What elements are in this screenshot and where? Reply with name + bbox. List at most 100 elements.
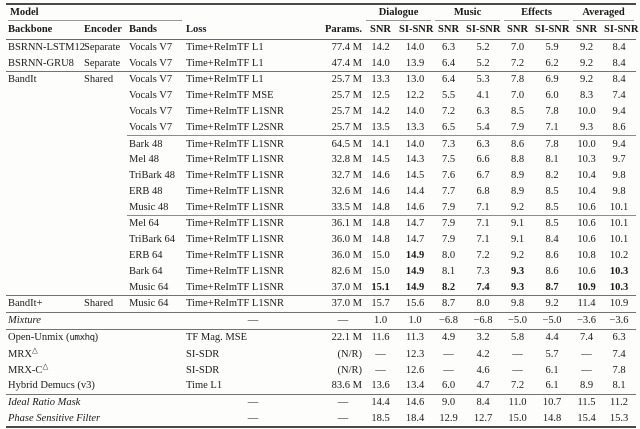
cell-backbone — [6, 263, 82, 279]
cell-params: 22.1 M — [322, 328, 365, 347]
cell-averaged-snr: 10.6 — [577, 201, 596, 213]
cell-effects-sisnr: 8.5 — [533, 215, 572, 232]
cell-averaged-sisnr: 8.6 — [612, 121, 626, 133]
cell-music-snr: 7.9 — [441, 201, 456, 213]
cell-averaged-sisnr: 7.4 — [612, 348, 626, 360]
cell-backbone — [6, 119, 82, 135]
cell-bands: Vocals V7 — [129, 106, 173, 118]
cell-bands: Vocals V7 — [127, 71, 185, 88]
cell-encoder — [82, 263, 127, 279]
cell-encoder — [82, 168, 127, 184]
results-table: Model Dialogue Music Effects Averaged Ba… — [6, 3, 638, 429]
cell-dialogue-snr: — — [375, 348, 386, 360]
col-header-effects-snr: SNR — [502, 21, 534, 40]
cell-music-sisnr: 4.6 — [476, 364, 490, 376]
cell-dialogue-sisnr: 14.6 — [397, 393, 434, 411]
cell-bands: Bark 64 — [129, 265, 163, 277]
cell-averaged-snr: — — [581, 348, 592, 360]
cell-dialogue-snr: 14.8 — [364, 215, 398, 232]
music-group-label: Music — [435, 6, 501, 21]
cell-music-sisnr: −6.8 — [464, 311, 503, 330]
cell-music-sisnr: 7.1 — [476, 234, 490, 246]
table-body: BSRNN-LSTM12 Separate Vocals V7 Time+ReImTF… — [6, 39, 637, 427]
table-row: TriBark 48 Time+ReImTF L1SNR 32.7 M 14.6 14.… — [6, 168, 636, 184]
cell-averaged-sisnr: 9.8 — [612, 185, 626, 197]
cell-dialogue-snr: 11.6 — [364, 328, 398, 347]
col-header-bands: Bands — [127, 21, 185, 40]
cell-dialogue-sisnr: 13.0 — [397, 71, 434, 88]
table-row: Vocals V7 Time+ReImTF L2SNR 25.7 M 13.5 13.3… — [6, 119, 636, 135]
cell-params: — — [322, 393, 365, 411]
table-row: BSRNN-GRU8 Separate Vocals V7 Time+ReImTF L… — [6, 55, 636, 71]
cell-params: 47.4 M — [331, 57, 363, 69]
cell-dialogue-sisnr: 14.7 — [397, 215, 434, 232]
model-group-header: Model — [6, 4, 184, 21]
table-row: BandIt+ Shared Music 64 Time+ReImTF L1SNR 37… — [6, 295, 637, 313]
cell-dialogue-snr: 15.0 — [371, 250, 390, 262]
cell-bands: Music 64 — [129, 281, 169, 293]
cell-loss: TF Mag. MSE — [184, 328, 323, 347]
cell-encoder — [82, 248, 127, 264]
cell-encoder — [82, 279, 127, 295]
cell-params: — — [322, 311, 365, 330]
cell-averaged-sisnr: 7.8 — [612, 364, 626, 376]
cell-music-sisnr: 4.1 — [476, 90, 490, 102]
col-header-dialogue-snr: SNR — [364, 21, 398, 40]
cell-averaged-snr: 10.4 — [577, 170, 596, 182]
cell-averaged-sisnr: 11.2 — [602, 393, 637, 411]
cell-music-sisnr: 6.3 — [464, 135, 503, 152]
cell-backbone: BandIt — [6, 71, 82, 88]
cell-dialogue-snr: 14.6 — [371, 170, 390, 182]
cell-music-sisnr: 6.6 — [476, 154, 490, 166]
table-row: Vocals V7 Time+ReImTF L1SNR 25.7 M 14.2 14.0… — [6, 104, 636, 120]
cell-encoder: Separate — [84, 41, 121, 53]
cell-backbone: Phase Sensitive Filter — [8, 412, 101, 424]
cell-params: 64.5 M — [322, 135, 365, 152]
cell-dialogue-sisnr: 14.7 — [405, 234, 425, 246]
cell-music-snr: — — [443, 364, 454, 376]
cell-backbone: Mixture — [6, 311, 82, 330]
cell-averaged-sisnr: 15.3 — [609, 412, 629, 424]
cell-backbone — [6, 248, 82, 264]
cell-bands: Music 64 — [127, 295, 185, 313]
cell-averaged-snr: 8.3 — [579, 90, 594, 102]
cell-params: 36.0 M — [331, 234, 363, 246]
cell-encoder: Shared — [82, 295, 127, 313]
table-row: Music 48 Time+ReImTF L1SNR 33.5 M 14.8 14.6 7… — [6, 199, 636, 215]
cell-effects-sisnr: 7.8 — [545, 106, 559, 118]
cell-params: 25.7 M — [331, 90, 363, 102]
cell-music-sisnr: 7.4 — [476, 281, 490, 293]
cell-dialogue-sisnr: 14.0 — [405, 41, 425, 53]
table-row: Bark 64 Time+ReImTF L1SNR 82.6 M 15.0 14.9 8.… — [6, 263, 636, 279]
cell-averaged-sisnr: 9.4 — [612, 106, 626, 118]
table-row: BandIt Shared Vocals V7 Time+ReImTF L1 25.7 … — [6, 71, 637, 88]
cell-params: 36.0 M — [331, 250, 363, 262]
cell-bands: Bark 48 — [127, 135, 185, 152]
cell-effects-snr: 11.0 — [502, 393, 534, 411]
col-header-loss: Loss — [184, 21, 323, 40]
effects-group-label: Effects — [504, 6, 570, 21]
col-header-music-sisnr: SI-SNR — [464, 21, 503, 40]
cell-params: 82.6 M — [331, 265, 363, 277]
cell-averaged-sisnr: 8.4 — [612, 57, 626, 69]
cell-loss: Time+ReImTF L1SNR — [184, 135, 323, 152]
cell-params: 37.0 M — [322, 295, 365, 313]
cell-averaged-sisnr: 8.1 — [612, 380, 626, 392]
col-header-params: Params. — [322, 21, 365, 40]
cell-music-snr: 7.3 — [433, 135, 465, 152]
cell-effects-sisnr: 14.8 — [542, 412, 562, 424]
cell-loss: Time+ReImTF L2SNR — [186, 121, 285, 133]
dialogue-group-label: Dialogue — [366, 6, 432, 21]
cell-dialogue-snr: 1.0 — [364, 311, 398, 330]
cell-dialogue-snr: 14.1 — [364, 135, 398, 152]
cell-encoder — [82, 88, 127, 104]
cell-dialogue-snr: 14.6 — [371, 185, 390, 197]
cell-music-snr: 6.5 — [441, 121, 456, 133]
cell-effects-sisnr: 7.1 — [545, 121, 559, 133]
cell-dialogue-snr: 15.0 — [371, 265, 390, 277]
col-header-backbone: Backbone — [6, 21, 82, 40]
cell-music-snr: −6.8 — [433, 311, 465, 330]
cell-music-sisnr: 12.7 — [473, 412, 493, 424]
cell-averaged-snr: 10.4 — [577, 185, 596, 197]
cell-music-snr: 12.9 — [439, 412, 458, 424]
